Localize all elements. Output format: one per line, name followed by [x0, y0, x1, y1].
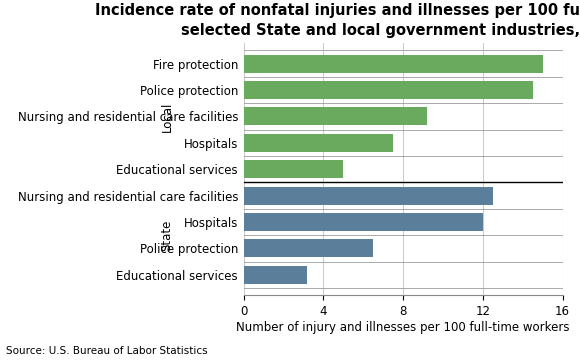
Bar [244, 107, 427, 125]
Text: Local: Local [161, 101, 174, 132]
Bar [244, 134, 393, 152]
Bar [244, 186, 493, 204]
Bar [244, 55, 543, 73]
Text: Source: U.S. Bureau of Labor Statistics: Source: U.S. Bureau of Labor Statistics [6, 346, 208, 356]
Bar [244, 239, 373, 257]
Bar [244, 160, 343, 178]
Bar [244, 213, 483, 231]
X-axis label: Number of injury and illnesses per 100 full-time workers: Number of injury and illnesses per 100 f… [237, 321, 570, 334]
Title: Incidence rate of nonfatal injuries and illnesses per 100 full-time workers,
sel: Incidence rate of nonfatal injuries and … [96, 3, 580, 38]
Text: State: State [161, 220, 174, 251]
Bar [244, 81, 532, 99]
Bar [244, 266, 307, 284]
